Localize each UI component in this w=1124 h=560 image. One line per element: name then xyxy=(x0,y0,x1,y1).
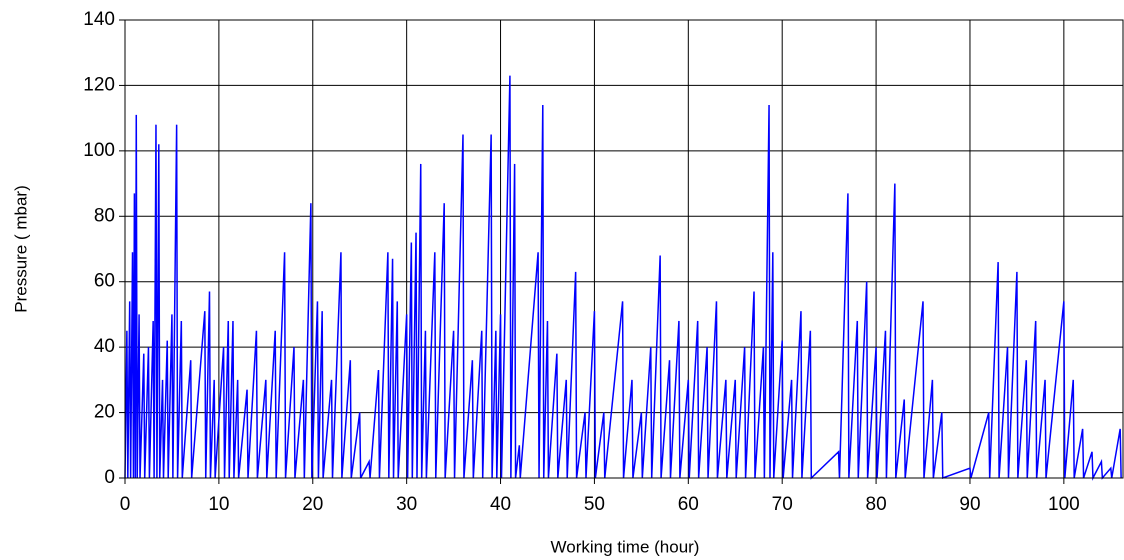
y-tick-label: 40 xyxy=(94,336,115,357)
y-tick-label: 0 xyxy=(104,467,115,488)
y-tick-label: 80 xyxy=(94,205,115,226)
y-tick-label: 120 xyxy=(83,74,115,95)
data-line xyxy=(124,75,1122,481)
x-tick-label: 40 xyxy=(490,494,511,515)
y-tick-label: 20 xyxy=(94,402,115,423)
plot-border xyxy=(124,19,1124,479)
x-axis-label: Working time (hour) xyxy=(551,537,700,556)
x-tick-label: 70 xyxy=(772,494,793,515)
x-tick-label: 60 xyxy=(678,494,699,515)
x-tick-label: 100 xyxy=(1048,494,1080,515)
x-tick-label: 0 xyxy=(120,494,131,515)
x-tick-label: 30 xyxy=(396,494,417,515)
x-tick-label: 10 xyxy=(208,494,229,515)
x-tick-label: 80 xyxy=(866,494,887,515)
x-tick-label: 20 xyxy=(302,494,323,515)
plot-area xyxy=(125,20,1123,478)
y-axis-label: Pressure ( mbar) xyxy=(11,185,30,313)
y-tick-label: 100 xyxy=(83,140,115,161)
x-tick-label: 90 xyxy=(959,494,980,515)
y-tick-label: 60 xyxy=(94,271,115,292)
x-tick-label: 50 xyxy=(584,494,605,515)
y-tick-label: 140 xyxy=(83,9,115,30)
